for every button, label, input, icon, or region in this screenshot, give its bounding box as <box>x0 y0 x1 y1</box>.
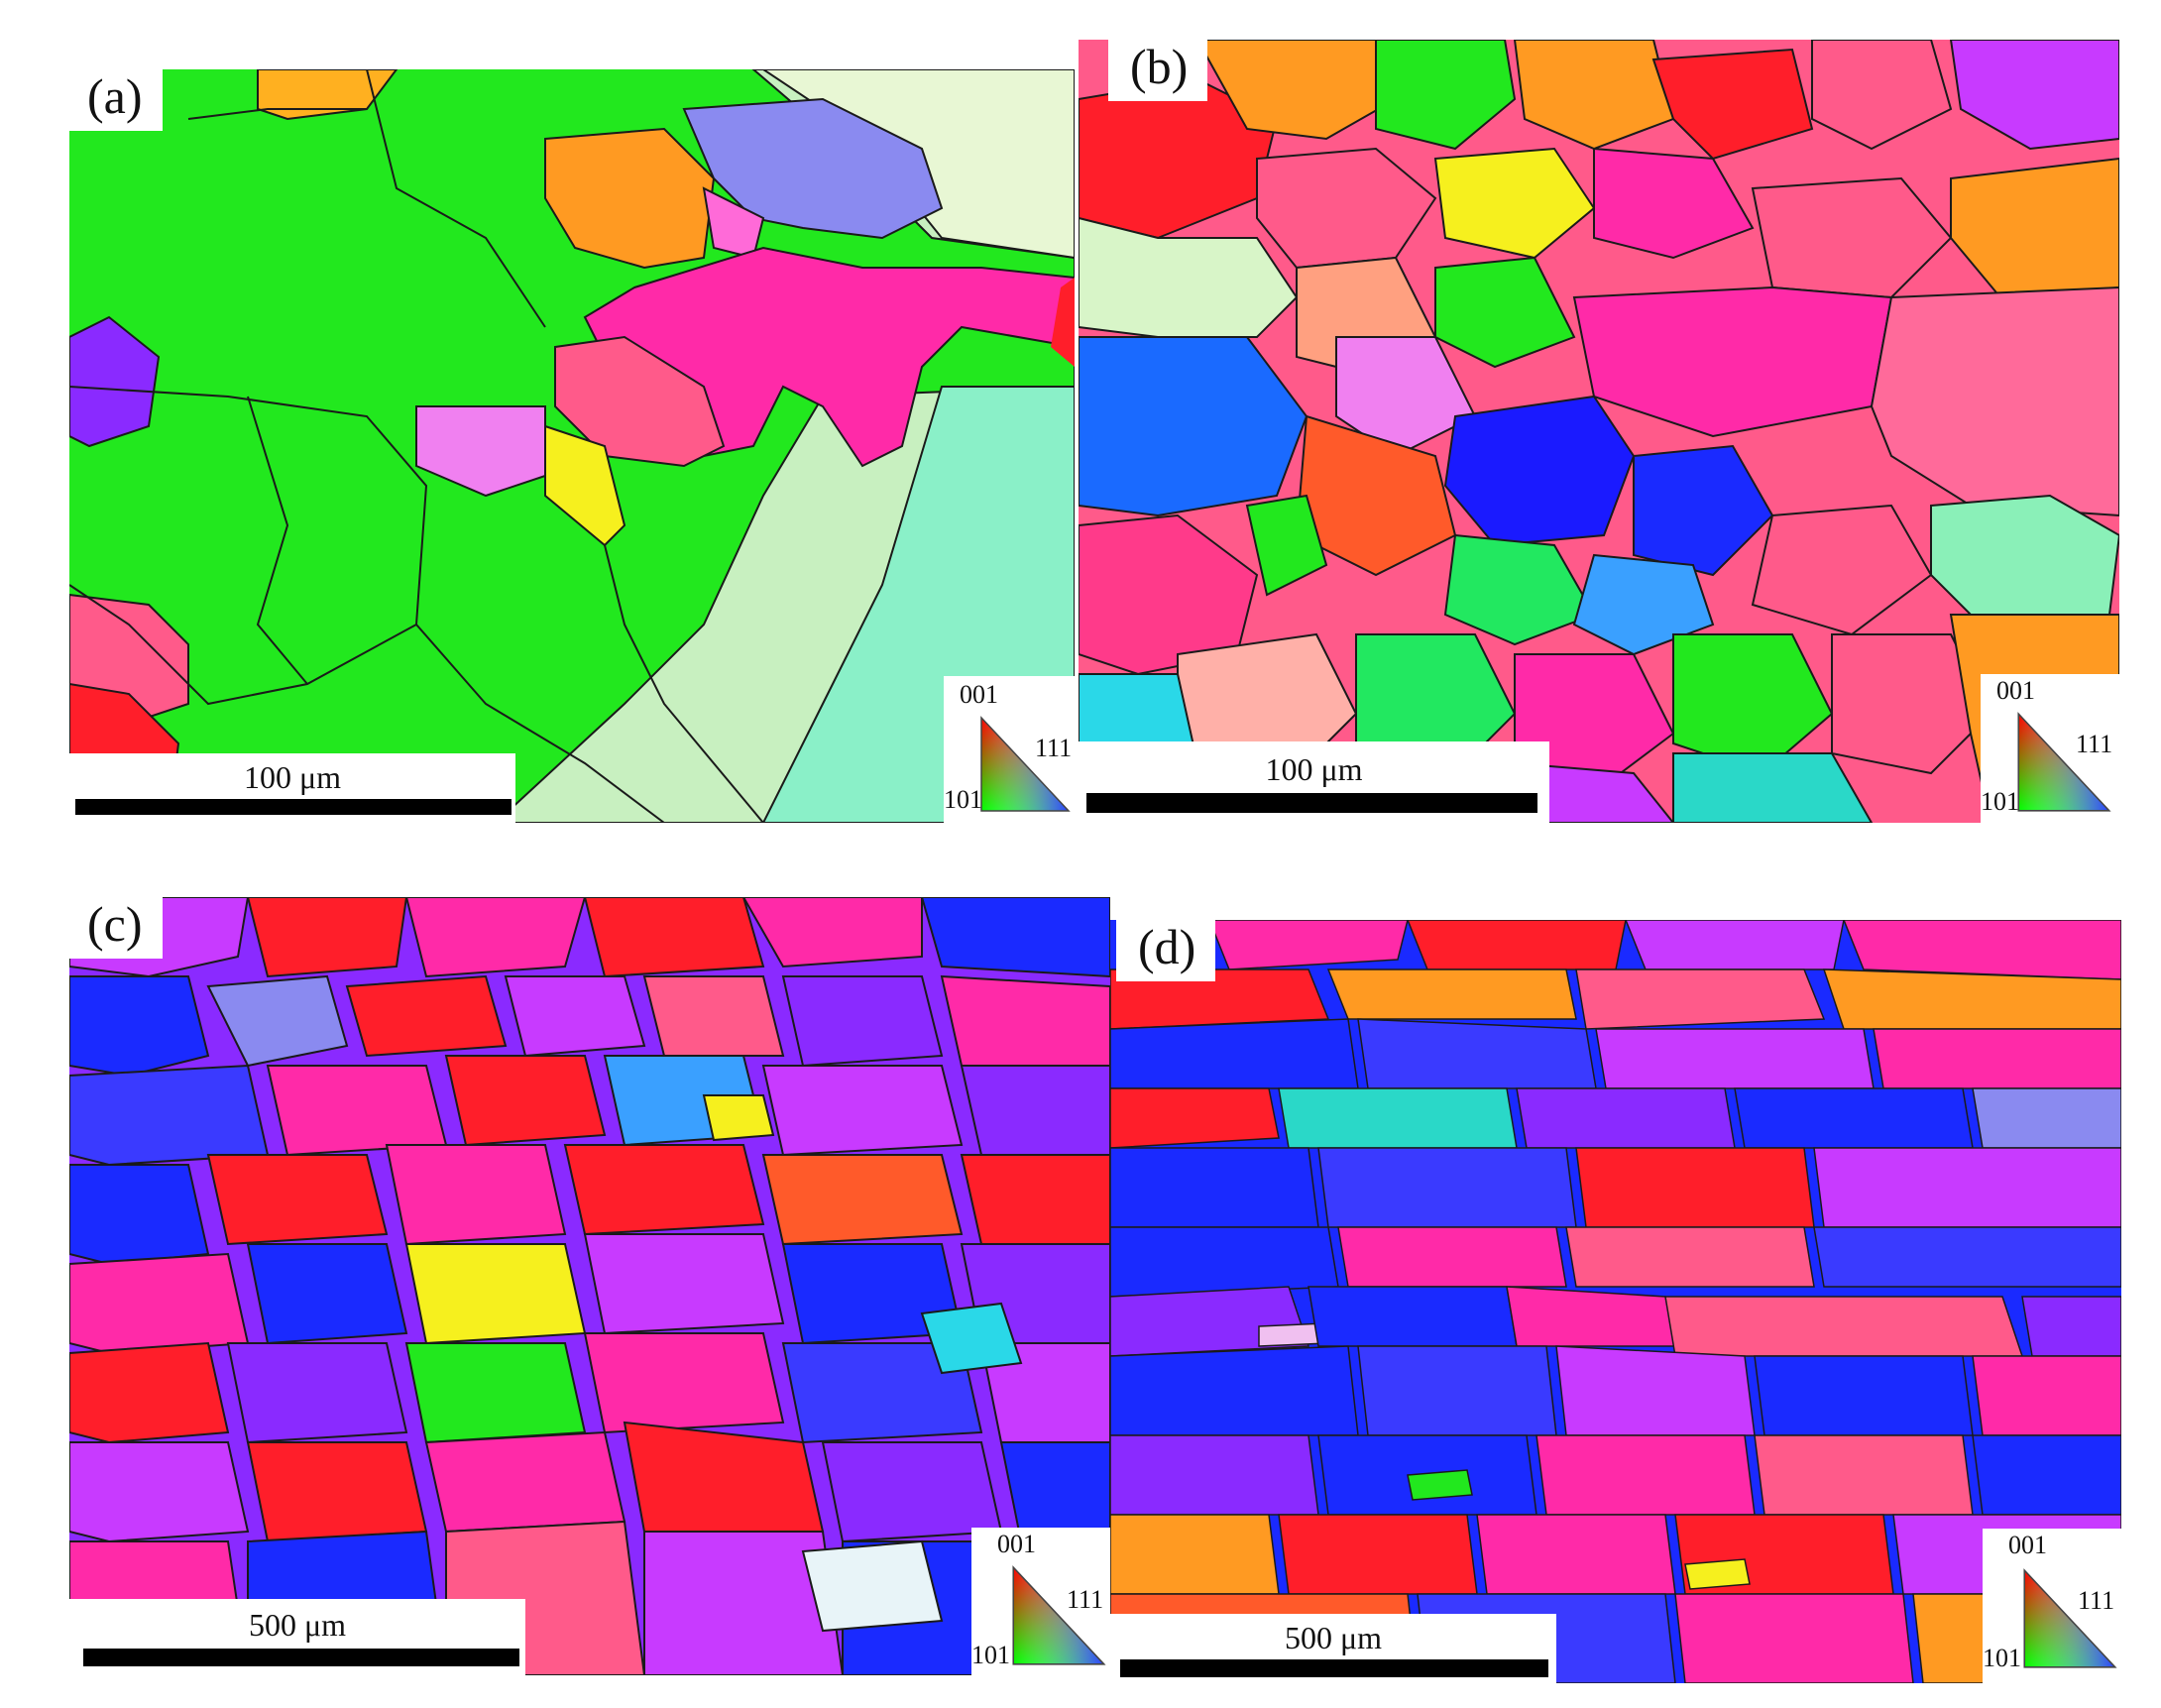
ipf-111-label: 111 <box>1067 1585 1104 1614</box>
ipf-101-label: 101 <box>944 785 982 814</box>
ipf-101-label: 101 <box>1983 1644 2021 1672</box>
ipf-legend-a: 001 111 101 <box>944 676 1075 823</box>
scale-bar-b: 100 μm <box>1079 741 1549 823</box>
panel-label-d: (d) <box>1116 920 1216 981</box>
ipf-triangle-icon <box>2017 712 2111 812</box>
scale-bar-a: 100 μm <box>69 753 515 823</box>
ipf-legend-c: 001 111 101 <box>971 1528 1110 1675</box>
ipf-111-label: 111 <box>2076 730 2113 758</box>
ipf-legend-b: 001 111 101 <box>1981 674 2119 823</box>
panel-label-a: (a) <box>69 69 163 131</box>
scale-line-a <box>75 799 512 815</box>
ipf-001-label: 001 <box>1996 676 2035 705</box>
scale-line-b <box>1086 793 1537 813</box>
scale-line-c <box>83 1649 519 1666</box>
ipf-111-label: 111 <box>2078 1586 2115 1615</box>
ebsd-map-a: (a) 100 μm 001 111 101 <box>69 69 1075 823</box>
ipf-triangle-icon <box>980 716 1071 812</box>
ipf-triangle-icon <box>2023 1568 2117 1668</box>
ipf-001-label: 001 <box>960 680 998 709</box>
grain-map-d <box>1110 920 2121 1683</box>
grain-map-c <box>69 897 1110 1675</box>
scale-bar-c: 500 μm <box>69 1599 525 1675</box>
scale-text-a: 100 μm <box>243 759 342 795</box>
ipf-001-label: 001 <box>2008 1531 2047 1559</box>
scale-line-d <box>1120 1659 1548 1677</box>
ipf-101-label: 101 <box>1981 787 2019 816</box>
ebsd-map-c: (c) 500 μm 001 111 101 <box>69 897 1110 1675</box>
ebsd-map-d: (d) 500 μm 001 111 101 <box>1110 920 2121 1683</box>
scale-text-c: 500 μm <box>248 1607 347 1643</box>
scale-text-b: 100 μm <box>1265 751 1363 787</box>
scale-text-d: 500 μm <box>1284 1620 1383 1655</box>
panel-label-b: (b) <box>1108 40 1208 101</box>
ipf-101-label: 101 <box>971 1641 1010 1669</box>
grain-map-b <box>1079 40 2119 823</box>
grain-map-a <box>69 69 1075 823</box>
ipf-legend-d: 001 111 101 <box>1983 1529 2121 1683</box>
ipf-111-label: 111 <box>1035 734 1073 762</box>
panel-label-c: (c) <box>69 897 163 959</box>
ipf-001-label: 001 <box>997 1530 1036 1558</box>
ebsd-map-b: (b) 100 μm 001 111 101 <box>1079 40 2119 823</box>
ipf-triangle-icon <box>1012 1565 1106 1665</box>
scale-bar-d: 500 μm <box>1110 1614 1556 1683</box>
